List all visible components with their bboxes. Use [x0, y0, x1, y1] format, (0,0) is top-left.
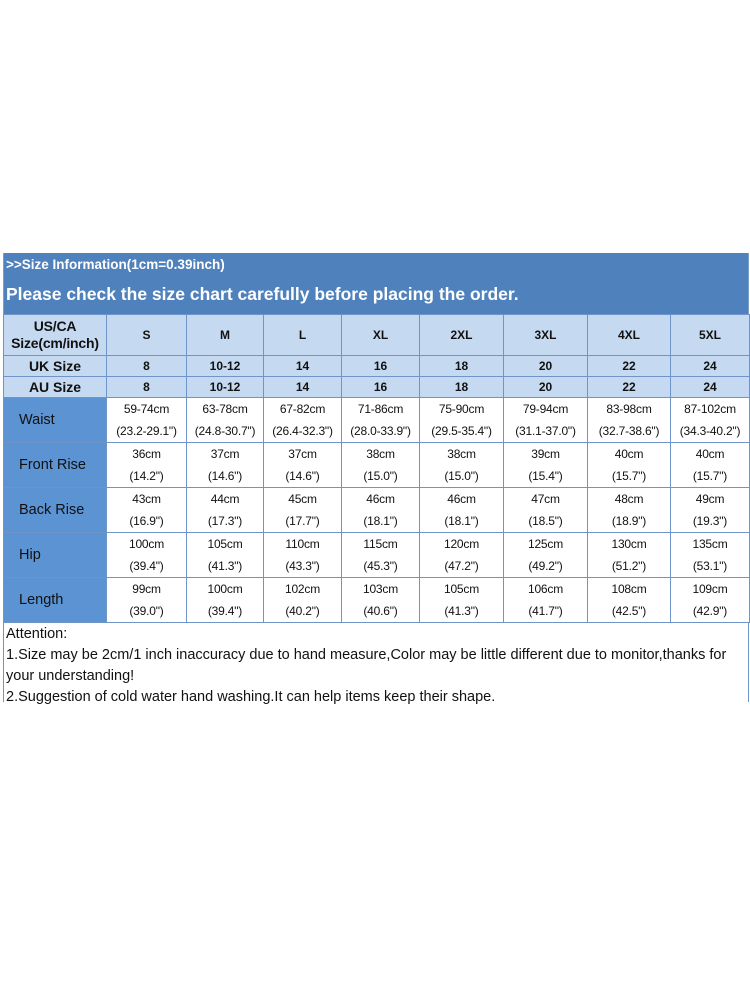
measurement-cell: 39cm (15.4")	[503, 442, 588, 488]
measurement-cell: 125cm (49.2")	[503, 532, 588, 578]
measurement-cell: 38cm (15.0")	[341, 442, 420, 488]
measurement-cell: 100cm (39.4")	[186, 577, 264, 623]
us-size-row: US/CA Size(cm/inch) S M L XL 2XL 3XL 4XL…	[3, 314, 750, 356]
measurement-cell: 36cm (14.2")	[106, 442, 187, 488]
au-size-cell: 18	[419, 376, 504, 398]
attention-heading: Attention:	[6, 626, 68, 642]
measurement-cell: 46cm (18.1")	[341, 487, 420, 533]
uk-size-cell: 8	[106, 355, 187, 377]
measurement-cell: 99cm (39.0")	[106, 577, 187, 623]
measurement-label: Back Rise	[3, 487, 107, 533]
measurement-cell: 102cm (40.2")	[263, 577, 342, 623]
uk-size-cell: 22	[587, 355, 671, 377]
size-header: 5XL	[670, 314, 750, 356]
uk-size-cell: 14	[263, 355, 342, 377]
measurement-cell: 105cm (41.3")	[419, 577, 504, 623]
measurement-label: Hip	[3, 532, 107, 578]
measurement-cell: 37cm (14.6")	[186, 442, 264, 488]
banner-subtitle: Please check the size chart carefully be…	[6, 284, 519, 304]
measurement-cell: 135cm (53.1")	[670, 532, 750, 578]
measurement-label: Length	[3, 577, 107, 623]
measurement-cell: 40cm (15.7")	[587, 442, 671, 488]
measurement-cell: 67-82cm (26.4-32.3")	[263, 397, 342, 443]
measurement-row-length: Length 99cm (39.0") 100cm (39.4") 102cm (40…	[3, 577, 750, 623]
measurement-cell: 63-78cm (24.8-30.7")	[186, 397, 264, 443]
measurement-label: Waist	[3, 397, 107, 443]
measurement-cell: 43cm (16.9")	[106, 487, 187, 533]
au-size-cell: 24	[670, 376, 750, 398]
size-table: US/CA Size(cm/inch) S M L XL 2XL 3XL 4XL…	[3, 314, 750, 623]
measurement-row-hip: Hip 100cm (39.4") 105cm (41.3") 110cm (43.3…	[3, 532, 750, 578]
measurement-cell: 120cm (47.2")	[419, 532, 504, 578]
uk-size-cell: 10-12	[186, 355, 264, 377]
measurement-cell: 46cm (18.1")	[419, 487, 504, 533]
uk-size-cell: 16	[341, 355, 420, 377]
measurement-row-waist: Waist 59-74cm (23.2-29.1") 63-78cm (24.8-3…	[3, 397, 750, 443]
banner-title: >>Size Information(1cm=0.39inch)	[6, 257, 225, 272]
measurement-cell: 48cm (18.9")	[587, 487, 671, 533]
uk-size-cell: 20	[503, 355, 588, 377]
measurement-cell: 40cm (15.7")	[670, 442, 750, 488]
uk-size-label: UK Size	[3, 355, 107, 377]
measurement-cell: 105cm (41.3")	[186, 532, 264, 578]
measurement-cell: 106cm (41.7")	[503, 577, 588, 623]
measurement-cell: 49cm (19.3")	[670, 487, 750, 533]
measurement-row-front-rise: Front Rise 36cm (14.2") 37cm (14.6") 37cm(…	[3, 442, 750, 488]
us-size-label: US/CA Size(cm/inch)	[3, 314, 107, 356]
uk-size-cell: 24	[670, 355, 750, 377]
measurement-cell: 79-94cm (31.1-37.0")	[503, 397, 588, 443]
measurement-label: Front Rise	[3, 442, 107, 488]
measurement-cell: 44cm (17.3")	[186, 487, 264, 533]
uk-size-row: UK Size 8 10-12 14 16 18 20 22 24	[3, 355, 750, 377]
size-header: 2XL	[419, 314, 504, 356]
au-size-label: AU Size	[3, 376, 107, 398]
measurement-cell: 47cm (18.5")	[503, 487, 588, 533]
measurement-cell: 100cm (39.4")	[106, 532, 187, 578]
attention-note: 2.Suggestion of cold water hand washing.…	[6, 689, 496, 705]
measurement-cell: 45cm (17.7")	[263, 487, 342, 533]
size-header: L	[263, 314, 342, 356]
size-header: 3XL	[503, 314, 588, 356]
size-chart: >>Size Information(1cm=0.39inch) Please …	[3, 253, 750, 705]
size-header: XL	[341, 314, 420, 356]
measurement-cell: 108cm (42.5")	[587, 577, 671, 623]
measurement-cell: 59-74cm (23.2-29.1")	[106, 397, 187, 443]
banner: >>Size Information(1cm=0.39inch) Please …	[3, 253, 749, 314]
measurement-cell: 75-90cm (29.5-35.4")	[419, 397, 504, 443]
measurement-cell: 109cm (42.9")	[670, 577, 750, 623]
attention-notes: Attention: 1.Size may be 2cm/1 inch inac…	[3, 623, 749, 705]
uk-size-cell: 18	[419, 355, 504, 377]
measurement-row-back-rise: Back Rise 43cm (16.9") 44cm (17.3") 45cm (1…	[3, 487, 750, 533]
measurement-cell: 87-102cm (34.3-40.2")	[670, 397, 750, 443]
au-size-cell: 10-12	[186, 376, 264, 398]
au-size-cell: 16	[341, 376, 420, 398]
measurement-cell: 103cm (40.6")	[341, 577, 420, 623]
size-header: 4XL	[587, 314, 671, 356]
measurement-cell: 115cm (45.3")	[341, 532, 420, 578]
attention-note: 1.Size may be 2cm/1 inch inaccuracy due …	[6, 647, 727, 684]
measurement-cell: 110cm (43.3")	[263, 532, 342, 578]
size-header: S	[106, 314, 187, 356]
au-size-cell: 22	[587, 376, 671, 398]
measurement-cell: 37cm (14.6")	[263, 442, 342, 488]
size-header: M	[186, 314, 264, 356]
measurement-cell: 83-98cm (32.7-38.6")	[587, 397, 671, 443]
au-size-row: AU Size 8 10-12 14 16 18 20 22 24	[3, 376, 750, 398]
au-size-cell: 20	[503, 376, 588, 398]
au-size-cell: 8	[106, 376, 187, 398]
measurement-cell: 71-86cm (28.0-33.9")	[341, 397, 420, 443]
measurement-cell: 130cm (51.2")	[587, 532, 671, 578]
measurement-cell: 38cm (15.0")	[419, 442, 504, 488]
au-size-cell: 14	[263, 376, 342, 398]
